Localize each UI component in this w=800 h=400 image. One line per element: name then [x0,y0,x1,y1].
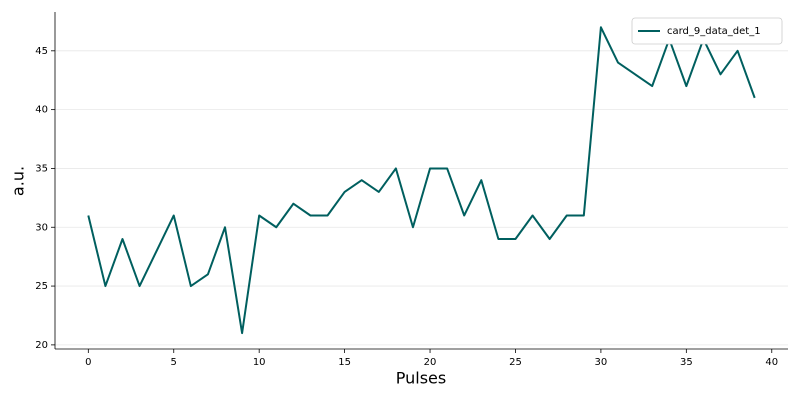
y-tick-label: 20 [35,340,48,351]
y-tick-label: 25 [35,281,48,292]
x-tick-label: 40 [765,357,778,368]
x-axis-label: Pulses [396,369,446,388]
x-tick-label: 35 [680,357,693,368]
x-tick-label: 20 [424,357,437,368]
x-tick-label: 30 [595,357,608,368]
x-tick-label: 15 [338,357,351,368]
x-tick-label: 25 [509,357,522,368]
y-tick-label: 35 [35,163,48,174]
y-tick-label: 45 [35,46,48,57]
legend-box [631,17,783,45]
legend-label: card_9_data_det_1 [667,26,761,37]
data-line [87,26,756,335]
y-axis-label: a.u. [9,166,28,196]
y-tick-label: 30 [35,222,48,233]
y-tick-label: 40 [35,105,48,116]
x-tick-label: 5 [171,357,177,368]
x-tick-label: 10 [253,357,266,368]
x-tick-label: 0 [85,357,91,368]
legend: card_9_data_det_1 [631,17,783,45]
